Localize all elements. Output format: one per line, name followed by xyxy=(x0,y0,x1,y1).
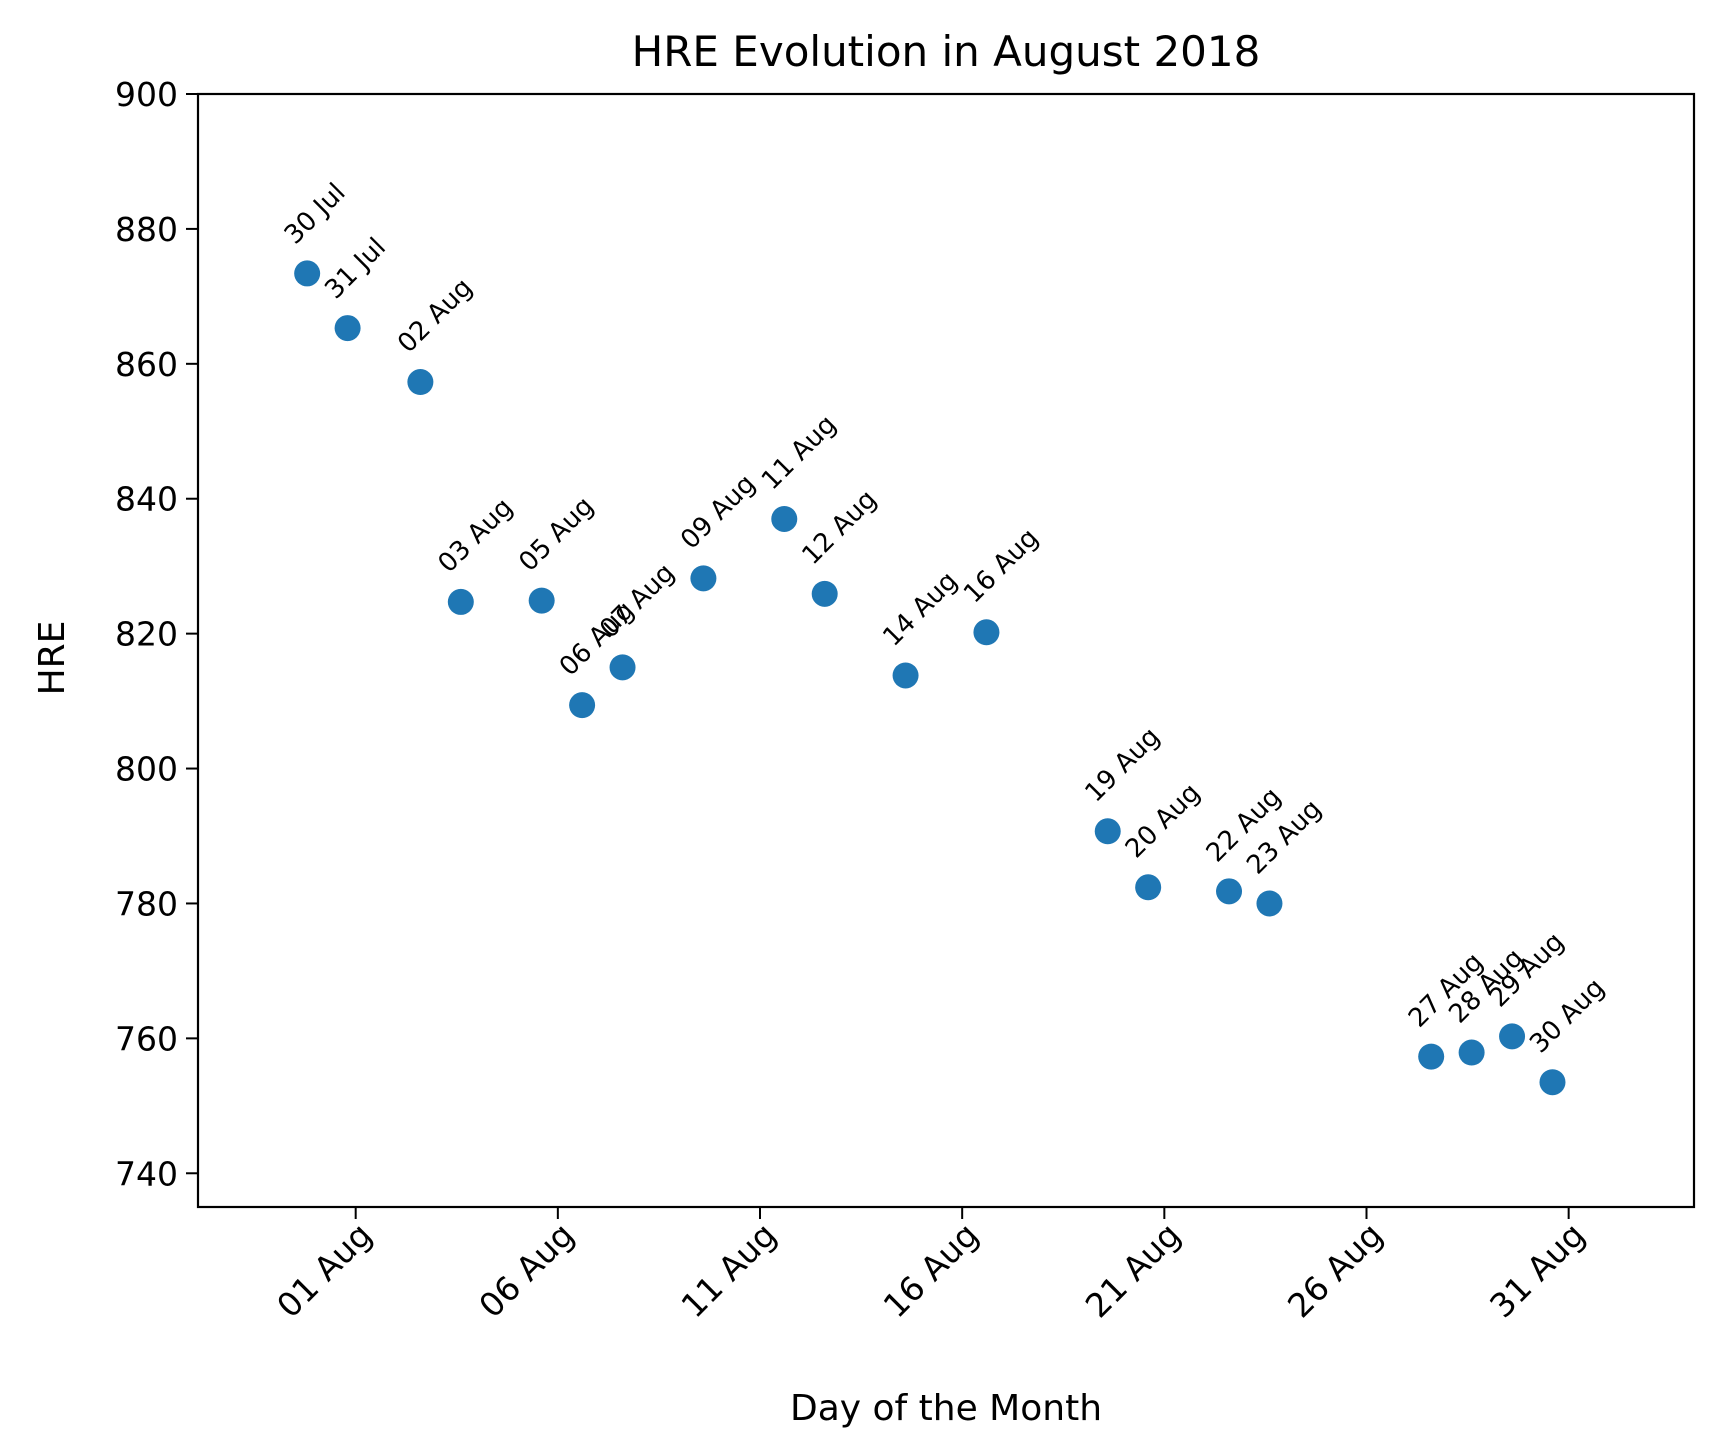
data-point xyxy=(1094,818,1121,845)
data-point xyxy=(811,580,838,607)
data-point xyxy=(690,565,717,592)
y-tick-label: 740 xyxy=(115,1154,178,1193)
y-tick-label: 880 xyxy=(115,210,178,249)
data-point xyxy=(1135,874,1162,901)
y-tick-label: 760 xyxy=(115,1019,178,1058)
plot-frame xyxy=(196,92,1696,1209)
data-point xyxy=(1539,1069,1566,1096)
y-tick-label: 820 xyxy=(115,615,178,654)
data-point xyxy=(1216,878,1243,905)
data-point xyxy=(447,588,474,615)
data-point xyxy=(294,260,321,287)
data-point xyxy=(1499,1023,1526,1050)
data-point xyxy=(892,662,919,689)
data-point xyxy=(609,654,636,681)
chart-title: HRE Evolution in August 2018 xyxy=(632,27,1261,76)
y-tick-label: 840 xyxy=(115,480,178,519)
data-point xyxy=(1418,1043,1445,1070)
y-axis-label: HRE xyxy=(32,621,73,696)
y-axis: 740 760 780 800 820 840 860 880 900 xyxy=(115,75,198,1193)
data-points xyxy=(294,260,1566,1096)
data-point xyxy=(1458,1039,1485,1066)
x-axis-label: Day of the Month xyxy=(790,1388,1102,1429)
plot-area xyxy=(196,92,1696,1209)
y-tick-label: 800 xyxy=(115,750,178,789)
data-point xyxy=(771,505,798,532)
data-point xyxy=(528,587,555,614)
data-point xyxy=(407,369,434,396)
y-tick-label: 780 xyxy=(115,884,178,923)
data-point xyxy=(973,619,1000,646)
y-tick-label: 860 xyxy=(115,345,178,384)
data-point xyxy=(569,692,596,719)
y-tick-label: 900 xyxy=(115,75,178,114)
data-point xyxy=(1256,890,1283,917)
data-point xyxy=(334,315,361,342)
